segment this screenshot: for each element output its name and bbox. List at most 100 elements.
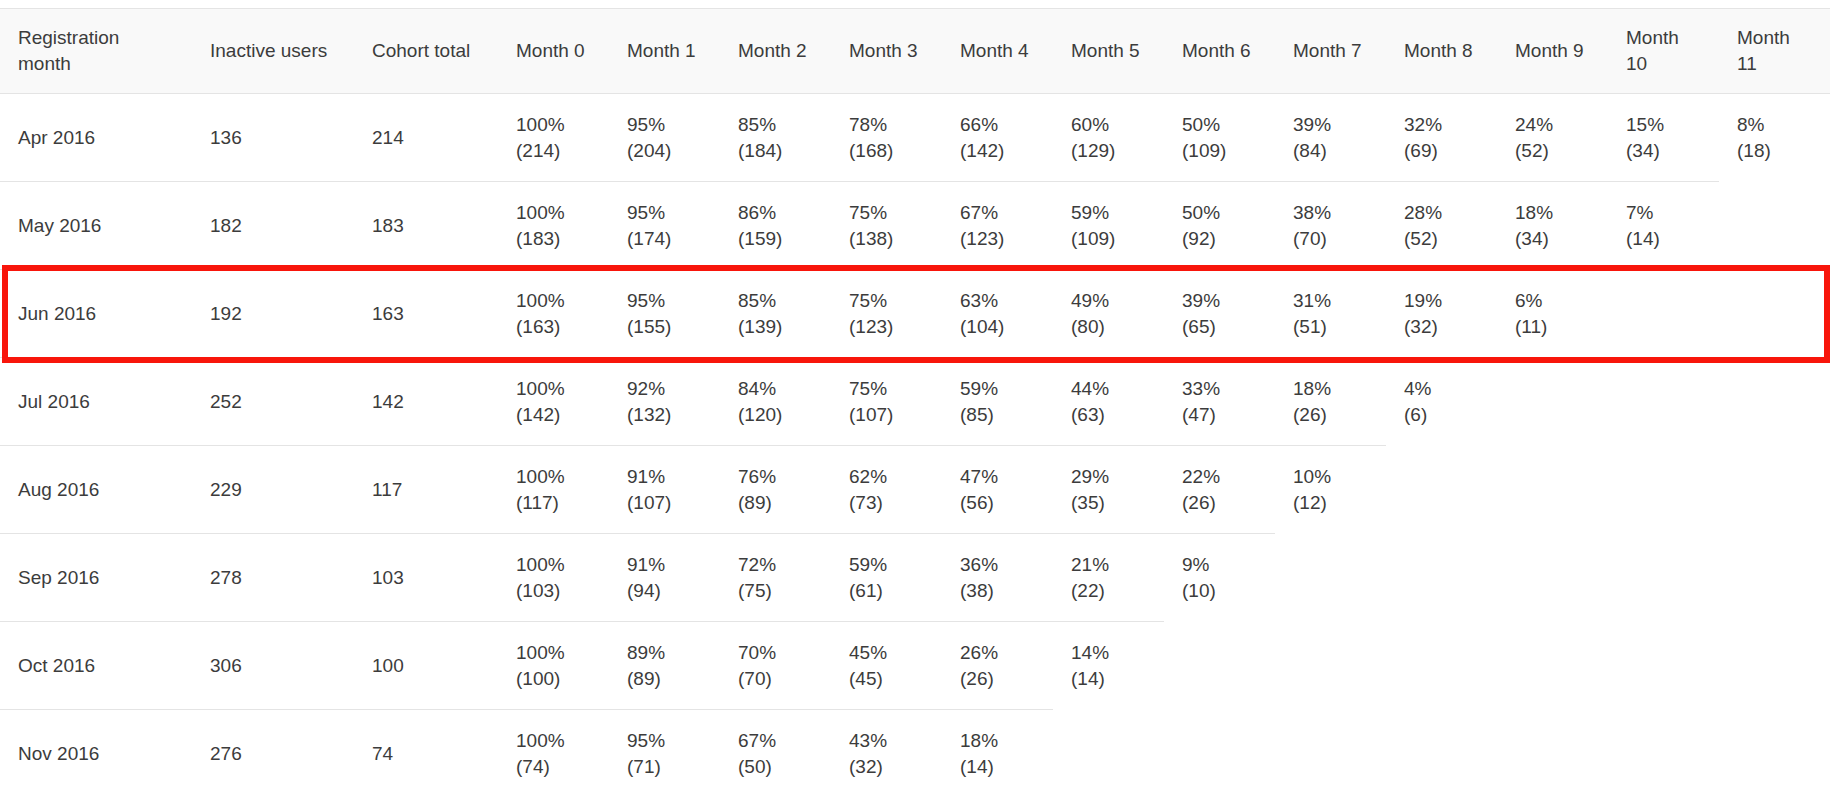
retention-percent: 100% [516,640,589,666]
inactive-users-cell: 229 [192,446,354,534]
retention-cell: 32%(69) [1386,94,1497,182]
retention-cell: 66%(142) [942,94,1053,182]
retention-percent: 76% [738,464,811,490]
retention-count: (168) [849,138,922,164]
retention-percent: 67% [738,728,811,754]
retention-percent: 28% [1404,200,1477,226]
retention-count: (38) [960,578,1033,604]
retention-count: (22) [1071,578,1144,604]
retention-percent: 75% [849,288,922,314]
retention-percent: 18% [960,728,1033,754]
registration-month-cell: Oct 2016 [0,622,192,710]
retention-cell: 91%(107) [609,446,720,534]
retention-count: (6) [1404,402,1477,428]
retention-percent: 43% [849,728,922,754]
retention-percent: 19% [1404,288,1477,314]
retention-count: (89) [738,490,811,516]
retention-percent: 39% [1182,288,1255,314]
cohort-total-cell: 183 [354,182,498,270]
retention-cell: 50%(109) [1164,94,1275,182]
retention-cell: 36%(38) [942,534,1053,622]
retention-percent: 22% [1182,464,1255,490]
cohort-total-cell: 117 [354,446,498,534]
retention-percent: 44% [1071,376,1144,402]
retention-cell: 19%(32) [1386,270,1497,358]
column-header-month-8: Month 8 [1386,9,1497,94]
retention-cell: 95%(174) [609,182,720,270]
retention-cell: 50%(92) [1164,182,1275,270]
retention-percent: 39% [1293,112,1366,138]
cohort-retention-page: Registration monthInactive usersCohort t… [0,0,1838,806]
retention-percent: 100% [516,288,589,314]
retention-cell: 24%(52) [1497,94,1608,182]
column-header-month-1: Month 1 [609,9,720,94]
retention-count: (14) [1626,226,1699,252]
retention-count: (56) [960,490,1033,516]
retention-count: (184) [738,138,811,164]
column-header-month-3: Month 3 [831,9,942,94]
cohort-table-body: Apr 2016136214100%(214)95%(204)85%(184)7… [0,94,1830,798]
retention-cell: 78%(168) [831,94,942,182]
retention-percent: 21% [1071,552,1144,578]
retention-count: (132) [627,402,700,428]
retention-percent: 47% [960,464,1033,490]
retention-percent: 95% [627,200,700,226]
retention-count: (35) [1071,490,1144,516]
retention-count: (142) [960,138,1033,164]
retention-count: (123) [960,226,1033,252]
retention-cell: 28%(52) [1386,182,1497,270]
retention-cell: 59%(61) [831,534,942,622]
retention-percent: 100% [516,464,589,490]
retention-cell: 84%(120) [720,358,831,446]
retention-percent: 50% [1182,112,1255,138]
cohort-table: Registration monthInactive usersCohort t… [0,8,1830,798]
retention-percent: 18% [1293,376,1366,402]
retention-count: (70) [1293,226,1366,252]
retention-percent: 100% [516,376,589,402]
cohort-total-cell: 103 [354,534,498,622]
retention-count: (50) [738,754,811,780]
retention-cell: 85%(184) [720,94,831,182]
retention-count: (12) [1293,490,1366,516]
retention-count: (74) [516,754,589,780]
retention-percent: 78% [849,112,922,138]
retention-count: (51) [1293,314,1366,340]
retention-count: (69) [1404,138,1477,164]
retention-cell: 4%(6) [1386,358,1497,446]
retention-count: (159) [738,226,811,252]
inactive-users-cell: 276 [192,710,354,798]
retention-percent: 45% [849,640,922,666]
retention-cell: 33%(47) [1164,358,1275,446]
cohort-table-header: Registration monthInactive usersCohort t… [0,9,1830,94]
retention-cell: 18%(34) [1497,182,1608,270]
retention-percent: 49% [1071,288,1144,314]
retention-percent: 95% [627,112,700,138]
retention-cell: 8%(18) [1719,94,1830,182]
retention-cell: 18%(14) [942,710,1053,798]
retention-percent: 59% [849,552,922,578]
registration-month-cell: Sep 2016 [0,534,192,622]
retention-count: (14) [960,754,1033,780]
cohort-total-cell: 163 [354,270,498,358]
retention-cell: 95%(155) [609,270,720,358]
retention-cell: 6%(11) [1497,270,1608,358]
retention-count: (11) [1515,314,1588,340]
retention-percent: 100% [516,728,589,754]
retention-count: (14) [1071,666,1144,692]
retention-cell: 9%(10) [1164,534,1275,622]
column-header-month-0: Month 0 [498,9,609,94]
registration-month-cell: Aug 2016 [0,446,192,534]
retention-percent: 6% [1515,288,1588,314]
retention-cell: 31%(51) [1275,270,1386,358]
retention-percent: 10% [1293,464,1366,490]
retention-percent: 29% [1071,464,1144,490]
retention-cell: 95%(204) [609,94,720,182]
retention-cell: 18%(26) [1275,358,1386,446]
retention-percent: 85% [738,288,811,314]
retention-count: (63) [1071,402,1144,428]
retention-count: (107) [627,490,700,516]
retention-count: (214) [516,138,589,164]
retention-cell: 70%(70) [720,622,831,710]
retention-count: (92) [1182,226,1255,252]
retention-percent: 75% [849,200,922,226]
